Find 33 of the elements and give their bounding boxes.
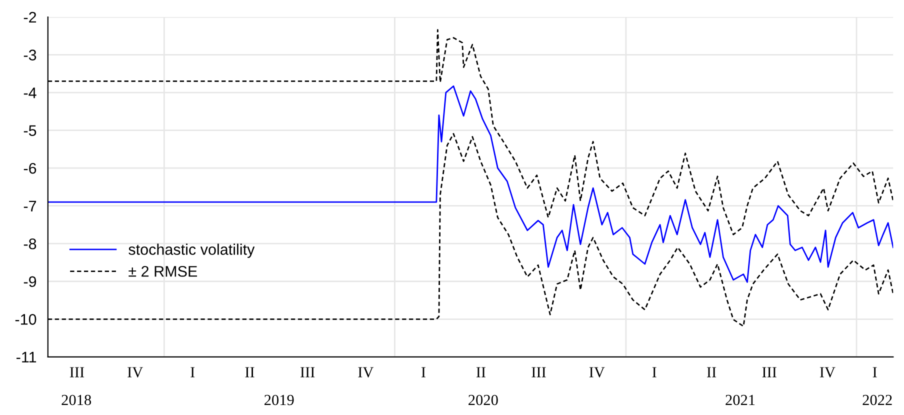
x-tick-label: 2019 bbox=[264, 394, 294, 406]
y-tick-label: -2 bbox=[24, 12, 36, 23]
text: III bbox=[300, 367, 315, 378]
text: IV bbox=[358, 367, 374, 378]
x-tick-label: 2020 bbox=[468, 394, 498, 406]
x-tick-label: 2018 bbox=[62, 394, 92, 406]
y-tick-label: -7 bbox=[24, 200, 36, 212]
text: II bbox=[476, 367, 486, 378]
x-tick-label: 2022 bbox=[862, 394, 892, 406]
text: I bbox=[190, 367, 195, 378]
y-tick-label: -3 bbox=[24, 50, 36, 60]
legend-label: stochastic volatility bbox=[128, 244, 255, 258]
text: III bbox=[532, 367, 546, 378]
y-tick-label: -6 bbox=[24, 162, 36, 174]
text: II bbox=[706, 367, 716, 378]
text: IV bbox=[589, 367, 605, 378]
legend-label: ± 2 RMSE bbox=[128, 266, 198, 277]
y-tick-label: -9 bbox=[24, 276, 36, 288]
y-tick-label: -11 bbox=[16, 352, 36, 362]
text: III bbox=[762, 367, 776, 378]
y-tick-label: -8 bbox=[24, 238, 36, 250]
text: IV bbox=[820, 367, 836, 378]
x-tick-label: 2021 bbox=[726, 394, 755, 406]
text: I bbox=[652, 367, 656, 378]
line-series bbox=[48, 85, 894, 283]
text: III bbox=[70, 367, 84, 378]
text: II bbox=[245, 367, 254, 378]
y-tick-label: -4 bbox=[24, 88, 36, 98]
y-tick-label: -10 bbox=[15, 314, 36, 325]
text: IV bbox=[128, 367, 143, 378]
y-tick-label: -5 bbox=[24, 125, 36, 136]
text: I bbox=[421, 367, 426, 378]
text: I bbox=[872, 367, 877, 378]
